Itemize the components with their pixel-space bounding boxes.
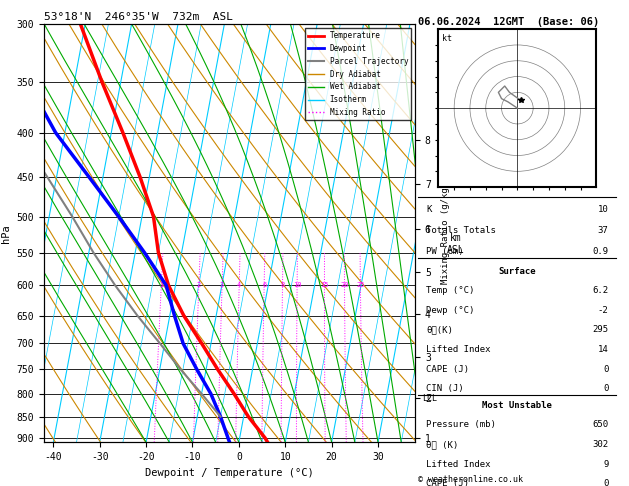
Text: 0: 0 (603, 384, 608, 393)
Text: 25: 25 (356, 282, 365, 288)
Text: CIN (J): CIN (J) (426, 384, 464, 393)
Text: 37: 37 (598, 226, 608, 235)
Text: CAPE (J): CAPE (J) (426, 364, 469, 374)
Text: Lifted Index: Lifted Index (426, 345, 491, 354)
Text: 6.2: 6.2 (593, 286, 608, 295)
Text: 4: 4 (237, 282, 242, 288)
Text: 20: 20 (340, 282, 348, 288)
Text: 0.9: 0.9 (593, 247, 608, 256)
Text: 302: 302 (593, 440, 608, 449)
Text: 14: 14 (598, 345, 608, 354)
Text: LCL: LCL (423, 394, 438, 403)
Text: 9: 9 (603, 460, 608, 469)
Text: 8: 8 (281, 282, 285, 288)
Text: θᴇ(K): θᴇ(K) (426, 326, 453, 334)
Text: -2: -2 (598, 306, 608, 315)
Text: 650: 650 (593, 420, 608, 430)
Text: K: K (426, 205, 431, 214)
Text: 3: 3 (220, 282, 224, 288)
Text: 6: 6 (262, 282, 266, 288)
Text: 2: 2 (197, 282, 201, 288)
Legend: Temperature, Dewpoint, Parcel Trajectory, Dry Adiabat, Wet Adiabat, Isotherm, Mi: Temperature, Dewpoint, Parcel Trajectory… (305, 28, 411, 120)
Text: 295: 295 (593, 326, 608, 334)
Text: θᴇ (K): θᴇ (K) (426, 440, 459, 449)
Text: 15: 15 (320, 282, 329, 288)
Text: kt: kt (442, 34, 452, 43)
Text: © weatheronline.co.uk: © weatheronline.co.uk (418, 475, 523, 484)
Text: PW (cm): PW (cm) (426, 247, 464, 256)
Text: 06.06.2024  12GMT  (Base: 06): 06.06.2024 12GMT (Base: 06) (418, 17, 599, 27)
Text: Temp (°C): Temp (°C) (426, 286, 475, 295)
Text: Surface: Surface (499, 267, 536, 276)
Text: 53°18'N  246°35'W  732m  ASL: 53°18'N 246°35'W 732m ASL (44, 12, 233, 22)
Text: 0: 0 (603, 479, 608, 486)
X-axis label: Dewpoint / Temperature (°C): Dewpoint / Temperature (°C) (145, 468, 314, 478)
Text: 0: 0 (603, 364, 608, 374)
Text: CAPE (J): CAPE (J) (426, 479, 469, 486)
Text: Totals Totals: Totals Totals (426, 226, 496, 235)
Text: Most Unstable: Most Unstable (482, 401, 552, 410)
Y-axis label: km
ASL: km ASL (447, 233, 465, 255)
Text: Pressure (mb): Pressure (mb) (426, 420, 496, 430)
Text: 10: 10 (293, 282, 301, 288)
Text: 1: 1 (159, 282, 164, 288)
Y-axis label: hPa: hPa (1, 224, 11, 243)
Text: Lifted Index: Lifted Index (426, 460, 491, 469)
Text: Mixing Ratio (g/kg): Mixing Ratio (g/kg) (441, 182, 450, 284)
Text: 10: 10 (598, 205, 608, 214)
Text: Dewp (°C): Dewp (°C) (426, 306, 475, 315)
